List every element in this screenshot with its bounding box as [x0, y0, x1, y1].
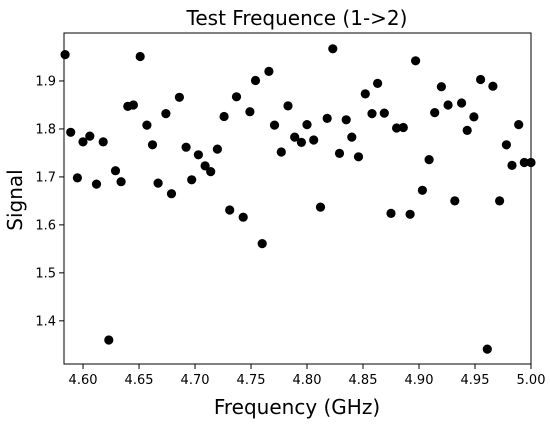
y-tick-label: 1.8	[35, 122, 56, 137]
data-point	[386, 208, 396, 218]
data-point	[98, 137, 108, 147]
x-axis-ticks: 4.60 4.65 4.70 4.75 4.80 4.85 4.90 4.95 5.00	[69, 364, 546, 388]
data-point	[166, 189, 177, 199]
data-point	[315, 202, 326, 212]
data-point	[379, 108, 389, 118]
y-tick-label: 1.9	[35, 74, 56, 89]
data-point	[296, 137, 306, 147]
data-point	[392, 123, 402, 133]
chart-title: Test Frequence (1->2)	[186, 6, 408, 30]
data-point	[264, 66, 274, 76]
data-point	[200, 161, 210, 171]
x-axis-label: Frequency (GHz)	[214, 395, 380, 419]
data-point	[142, 120, 152, 130]
y-tick-label: 1.6	[35, 218, 56, 233]
data-point	[341, 115, 351, 125]
data-point	[187, 175, 197, 185]
data-point	[347, 132, 357, 142]
data-point	[135, 51, 145, 62]
data-point	[161, 109, 171, 119]
data-point	[257, 239, 267, 249]
data-point	[443, 100, 453, 110]
data-point	[469, 112, 479, 122]
data-point	[153, 178, 163, 188]
y-tick-label: 1.4	[35, 314, 56, 329]
data-point	[398, 122, 408, 133]
data-point	[450, 196, 460, 206]
data-point	[60, 50, 70, 60]
data-point	[245, 107, 255, 117]
x-tick-label: 4.60	[69, 373, 98, 388]
data-point	[250, 75, 261, 86]
data-point	[495, 196, 505, 206]
x-tick-label: 4.80	[293, 373, 322, 388]
data-point	[514, 120, 524, 130]
data-point	[488, 81, 498, 91]
data-point	[212, 144, 222, 154]
y-axis-ticks: 1.4 1.5 1.6 1.7 1.8 1.9	[35, 74, 64, 329]
data-point	[302, 120, 312, 130]
x-tick-label: 4.95	[461, 373, 490, 388]
x-tick-label: 4.90	[405, 373, 434, 388]
x-tick-label: 4.65	[125, 373, 154, 388]
data-point	[430, 108, 440, 118]
data-point	[373, 78, 383, 88]
y-tick-label: 1.7	[35, 170, 56, 185]
data-point	[193, 150, 203, 160]
data-point	[360, 89, 370, 99]
data-point	[225, 205, 235, 215]
data-point	[290, 132, 300, 142]
data-point	[147, 140, 158, 150]
data-point	[309, 135, 319, 145]
data-point	[501, 140, 511, 150]
plot-frame	[63, 32, 532, 365]
data-point	[283, 101, 293, 111]
y-tick-label: 1.5	[35, 266, 56, 281]
data-point	[424, 155, 434, 165]
x-tick-label: 4.70	[181, 373, 210, 388]
data-point	[66, 127, 76, 137]
data-point	[206, 167, 216, 177]
data-point	[85, 131, 95, 141]
data-point	[269, 120, 280, 130]
data-point	[231, 92, 242, 102]
data-point	[507, 160, 517, 170]
data-point	[411, 56, 421, 66]
y-axis-label: Signal	[3, 169, 27, 230]
data-point	[405, 209, 415, 219]
data-point	[476, 74, 486, 85]
data-point	[322, 113, 332, 123]
data-point	[436, 82, 446, 92]
data-point	[78, 137, 88, 147]
data-point	[104, 335, 114, 345]
data-point	[110, 166, 121, 176]
data-point	[328, 44, 338, 54]
x-tick-label: 4.85	[349, 373, 378, 388]
data-point	[219, 111, 229, 122]
data-point	[91, 179, 102, 189]
data-point	[353, 152, 364, 162]
data-point	[462, 125, 472, 135]
data-point	[116, 177, 126, 187]
data-point	[417, 185, 427, 195]
data-point	[367, 109, 377, 119]
data-point	[457, 98, 467, 108]
data-point	[72, 173, 82, 183]
data-point	[519, 157, 529, 168]
data-point	[181, 142, 191, 152]
x-tick-label: 5.00	[517, 373, 546, 388]
data-point	[128, 100, 138, 110]
x-tick-label: 4.75	[237, 373, 266, 388]
data-point	[276, 147, 286, 157]
data-point	[238, 212, 248, 222]
data-point	[334, 148, 345, 158]
data-points	[60, 44, 536, 354]
data-point	[174, 92, 184, 102]
data-point	[482, 344, 492, 354]
